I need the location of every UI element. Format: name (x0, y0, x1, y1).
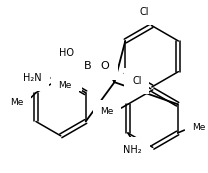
Text: B: B (84, 61, 92, 71)
Text: Me: Me (100, 107, 114, 116)
Text: H₂N: H₂N (23, 73, 42, 83)
Text: HO: HO (59, 48, 74, 58)
Text: O: O (100, 61, 109, 71)
Text: NH₂: NH₂ (123, 145, 142, 155)
Text: Me: Me (192, 123, 206, 132)
Text: HO: HO (59, 73, 74, 83)
Text: Cl: Cl (132, 76, 141, 86)
Text: Me: Me (58, 81, 71, 90)
Text: Me: Me (10, 98, 24, 107)
Text: Cl: Cl (139, 7, 149, 17)
